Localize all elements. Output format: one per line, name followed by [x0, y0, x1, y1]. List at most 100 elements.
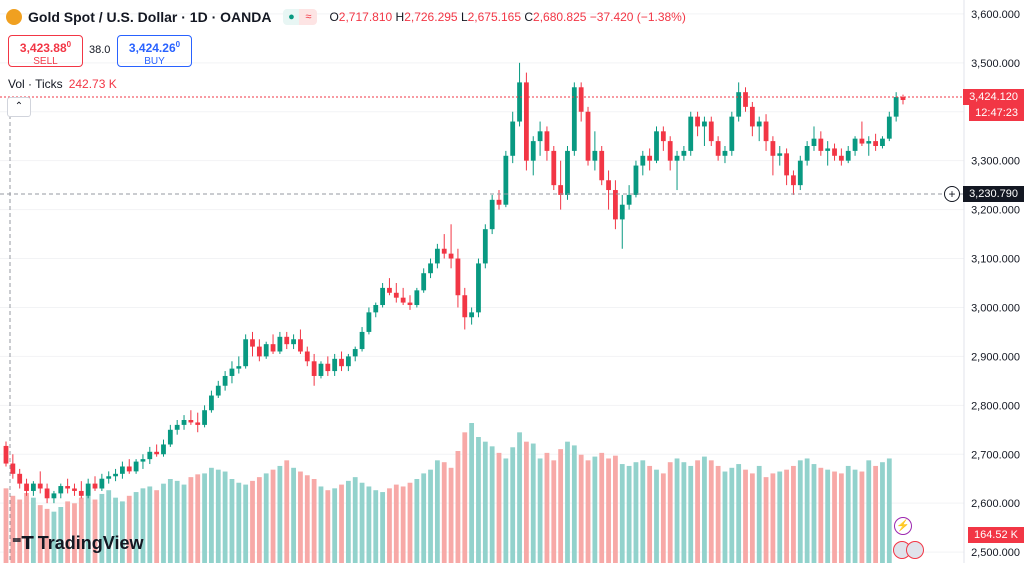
volume-bar [626, 465, 632, 563]
sell-button[interactable]: 3,423.880 SELL [8, 35, 83, 67]
candle-body [565, 150, 570, 195]
price-tick-label: 2,800.000 [971, 400, 1020, 412]
price-tick-label: 3,100.000 [971, 254, 1020, 266]
add-alert-icon[interactable]: + [944, 186, 960, 202]
volume-bar [44, 508, 50, 563]
volume-bar [489, 446, 495, 563]
candle-body [866, 141, 872, 144]
volume-bar [633, 462, 639, 563]
candle-body [318, 363, 324, 376]
status-pill[interactable]: ● ≈ [283, 9, 318, 25]
volume-bar [263, 473, 269, 563]
candle-body [304, 351, 310, 362]
volume-bar [510, 447, 516, 563]
volume-bar [85, 495, 91, 563]
volume-bar [763, 477, 769, 563]
candle-body [366, 312, 372, 332]
volume-bar [558, 449, 564, 563]
candle-body [708, 121, 714, 142]
candle-body [10, 463, 16, 474]
candle-body [763, 121, 769, 142]
candle-body [489, 199, 495, 230]
collapse-legend-button[interactable]: ⌃ [7, 97, 31, 117]
candle-body [428, 263, 433, 274]
volume-bar [695, 460, 700, 563]
volume-legend[interactable]: Vol · Ticks 242.73 K [8, 77, 117, 91]
candles [3, 62, 906, 504]
candle-body [17, 473, 23, 484]
candle-body [243, 339, 249, 367]
buy-button[interactable]: 3,424.260 BUY [117, 35, 192, 67]
volume-bar [3, 488, 9, 563]
candle-body [298, 339, 303, 352]
crosshair-price-tag: 3,230.790 [963, 186, 1024, 202]
data-delay-icon: ≈ [299, 9, 318, 25]
candle-body [743, 92, 748, 107]
price-tick-label: 3,500.000 [971, 58, 1020, 70]
price-tick-label: 3,200.000 [971, 205, 1020, 217]
candle-body [551, 150, 557, 186]
candle-body [99, 478, 105, 489]
volume-bar [804, 458, 810, 563]
volume-bar [270, 469, 276, 563]
volume-bar [660, 473, 666, 563]
candle-body [188, 420, 194, 423]
candle-body [647, 155, 653, 161]
candle-body [530, 141, 536, 161]
volume-bar [640, 460, 646, 563]
volume-bar [188, 477, 194, 563]
volume-bar [476, 437, 481, 563]
candle-body [702, 121, 707, 127]
candle-body [78, 490, 84, 496]
volume-bar [250, 480, 255, 563]
tradingview-logo: ⁼𝗧 TradingView [12, 533, 144, 553]
candle-body [154, 451, 160, 455]
volume-bar [722, 471, 728, 563]
candle-body [256, 346, 262, 357]
volume-bar [167, 479, 173, 563]
candle-body [161, 444, 166, 455]
candle-body [688, 116, 694, 151]
candle-body [345, 356, 351, 367]
candle-body [695, 116, 700, 127]
volume-bar [756, 465, 762, 563]
volume-bar [359, 482, 365, 563]
lightning-icon[interactable]: ⚡ [894, 517, 912, 535]
candle-body [633, 165, 639, 195]
candle-body [797, 160, 803, 186]
candle-body [229, 368, 235, 376]
candle-body [373, 305, 379, 313]
volume-bar [147, 486, 153, 563]
candle-body [613, 190, 618, 220]
ohlc-readout: O2,717.810 H2,726.295 L2,675.165 C2,680.… [329, 10, 686, 24]
volume-bar [332, 488, 338, 563]
candle-body [202, 410, 207, 425]
candle-body [58, 486, 64, 494]
volume-bar [24, 493, 29, 563]
volume-bar [298, 471, 303, 563]
volume-bar [30, 497, 36, 563]
candle-body [592, 150, 598, 161]
volume-bar [140, 488, 146, 563]
volume-bar [654, 469, 659, 563]
volume-bar [791, 465, 796, 563]
volume-last-tag: 164.52 K [967, 527, 1024, 543]
change-readout: −37.420 (−1.38%) [589, 10, 686, 24]
symbol-title[interactable]: Gold Spot / U.S. Dollar · 1D · OANDA [28, 9, 272, 25]
candle-body [893, 97, 899, 117]
volume-bar [866, 460, 872, 563]
volume-bar [113, 497, 118, 563]
candle-body [626, 194, 632, 205]
candle-body [578, 87, 584, 112]
volume-bar [339, 484, 344, 563]
volume-bar [530, 443, 536, 563]
volume-bar [613, 455, 618, 563]
economic-event-icon-2[interactable] [906, 541, 924, 559]
volume-bar [345, 480, 351, 563]
volume-bar [243, 484, 249, 563]
volume-bar [784, 469, 789, 563]
last-price-tag: 3,424.120 [963, 89, 1024, 105]
volume-bar [606, 458, 611, 563]
candle-body [825, 148, 831, 151]
